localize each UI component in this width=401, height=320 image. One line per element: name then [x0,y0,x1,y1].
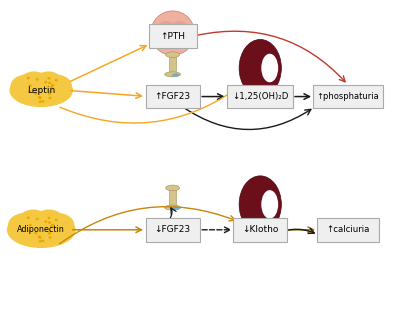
Bar [170,54,176,76]
Ellipse shape [11,84,38,101]
Text: Leptin: Leptin [27,86,55,95]
Ellipse shape [165,205,180,210]
Ellipse shape [10,74,72,106]
FancyBboxPatch shape [146,85,200,108]
Circle shape [50,86,53,88]
Ellipse shape [9,223,37,241]
Circle shape [28,90,31,93]
Text: ↑PTH: ↑PTH [160,32,185,41]
Circle shape [48,221,51,224]
Ellipse shape [261,190,278,219]
Circle shape [38,240,42,243]
Text: ↓Klotho: ↓Klotho [242,225,278,234]
Text: ↓FGF23: ↓FGF23 [154,225,191,234]
Ellipse shape [165,72,180,77]
Ellipse shape [45,84,71,101]
Circle shape [44,81,47,83]
Circle shape [49,97,52,99]
Ellipse shape [45,223,73,241]
FancyBboxPatch shape [149,24,196,48]
Circle shape [28,230,31,232]
Bar [170,187,176,209]
Ellipse shape [169,21,189,41]
FancyBboxPatch shape [227,85,293,108]
Text: ↑phosphaturia: ↑phosphaturia [316,92,379,101]
Circle shape [51,223,54,226]
Circle shape [34,92,37,95]
Ellipse shape [20,210,47,227]
Circle shape [38,236,42,239]
Ellipse shape [37,213,73,236]
Circle shape [34,232,37,234]
Circle shape [55,219,58,221]
Circle shape [49,230,52,233]
Circle shape [48,232,51,235]
Circle shape [47,217,51,219]
Ellipse shape [18,226,65,246]
Circle shape [27,216,30,219]
Ellipse shape [20,86,63,105]
Ellipse shape [36,210,62,227]
Ellipse shape [239,39,282,97]
Circle shape [28,224,32,227]
Circle shape [50,225,53,228]
Ellipse shape [166,185,180,191]
Ellipse shape [151,11,194,55]
Circle shape [55,79,58,82]
Circle shape [38,100,42,103]
Circle shape [48,92,51,95]
Circle shape [48,82,51,84]
Text: ↑calciuria: ↑calciuria [326,225,370,234]
Text: ↑FGF23: ↑FGF23 [154,92,191,101]
Circle shape [27,77,30,79]
Circle shape [36,218,38,220]
Circle shape [38,236,41,238]
Circle shape [36,78,38,81]
Circle shape [38,96,41,99]
Ellipse shape [38,75,71,96]
FancyBboxPatch shape [233,218,287,242]
Text: Adiponectin: Adiponectin [17,225,65,234]
FancyBboxPatch shape [146,218,200,242]
Circle shape [44,220,47,223]
Circle shape [49,236,52,239]
Circle shape [47,77,51,80]
Ellipse shape [36,72,60,87]
Circle shape [49,91,52,93]
Ellipse shape [239,176,282,233]
Ellipse shape [166,52,180,58]
Ellipse shape [9,213,45,236]
Ellipse shape [8,212,75,247]
Circle shape [41,100,45,102]
Ellipse shape [11,75,45,96]
Text: ↓1,25(OH)₂D: ↓1,25(OH)₂D [232,92,288,101]
Circle shape [28,84,32,87]
Circle shape [51,84,54,86]
Ellipse shape [156,21,176,41]
Circle shape [38,97,42,100]
FancyBboxPatch shape [313,85,383,108]
Ellipse shape [22,72,46,87]
Ellipse shape [261,54,278,82]
Ellipse shape [172,207,180,210]
FancyBboxPatch shape [317,218,379,242]
Ellipse shape [172,73,180,76]
Circle shape [41,240,45,242]
